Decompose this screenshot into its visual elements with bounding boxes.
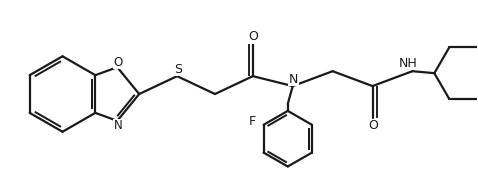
Text: O: O bbox=[114, 56, 123, 69]
Text: N: N bbox=[114, 119, 123, 132]
Text: F: F bbox=[249, 115, 256, 128]
Text: O: O bbox=[369, 119, 379, 132]
Text: NH: NH bbox=[399, 57, 418, 70]
Text: O: O bbox=[248, 30, 258, 43]
Text: S: S bbox=[174, 63, 182, 76]
Text: N: N bbox=[289, 73, 298, 86]
